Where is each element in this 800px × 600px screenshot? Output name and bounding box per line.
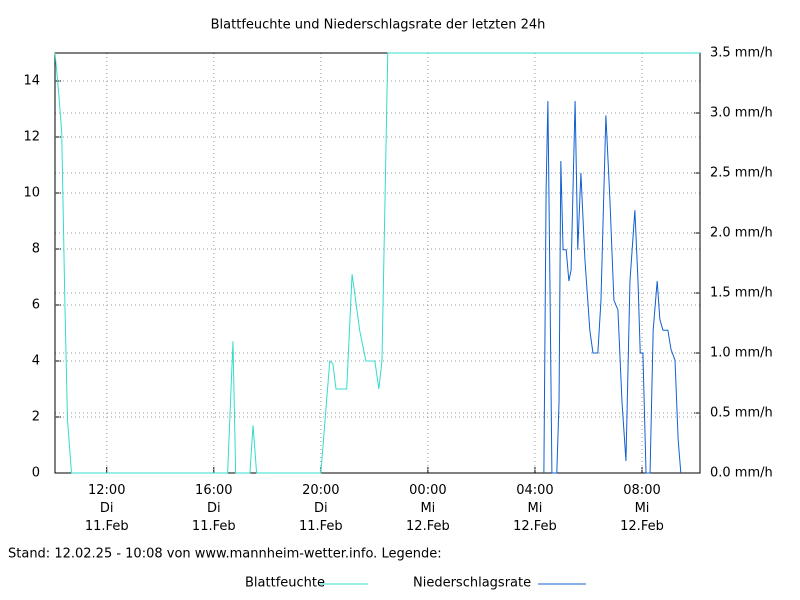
legend-label: Niederschlagsrate <box>413 576 531 591</box>
y-tick-label: 8 <box>32 242 40 257</box>
y2-tick-label: 0.0 mm/h <box>710 466 773 481</box>
y2-tick-label: 0.5 mm/h <box>710 406 773 421</box>
y-tick-label: 4 <box>32 354 40 369</box>
x-tick-label: 08:00 Mi 12.Feb <box>620 483 664 534</box>
x-tick-label: 04:00 Mi 12.Feb <box>513 483 557 534</box>
y-tick-label: 2 <box>32 410 40 425</box>
series-line <box>543 100 682 474</box>
y2-tick-label: 3.0 mm/h <box>710 106 773 121</box>
y-tick-label: 10 <box>23 186 40 201</box>
x-tick-label: 00:00 Mi 12.Feb <box>406 483 450 534</box>
y2-tick-label: 3.5 mm/h <box>710 46 773 61</box>
footer: Stand: 12.02.25 - 10:08 von www.mannheim… <box>8 547 442 562</box>
x-tick-label: 12:00 Di 11.Feb <box>84 483 129 534</box>
y-tick-label: 14 <box>23 74 40 89</box>
series-line <box>54 52 700 474</box>
y-tick-label: 6 <box>32 298 40 313</box>
y2-tick-label: 1.0 mm/h <box>710 346 773 361</box>
y2-tick-label: 2.0 mm/h <box>710 226 773 241</box>
chart-title: Blattfeuchte und Niederschlagsrate der l… <box>211 18 546 33</box>
y2-tick-label: 2.5 mm/h <box>710 166 773 181</box>
y2-tick-label: 1.5 mm/h <box>710 286 773 301</box>
legend-label: Blattfeuchte <box>245 576 325 591</box>
plot-frame <box>54 52 701 474</box>
y-tick-label: 12 <box>23 130 40 145</box>
y-tick-label: 0 <box>32 466 40 481</box>
x-tick-label: 20:00 Di 11.Feb <box>298 483 343 534</box>
x-tick-label: 16:00 Di 11.Feb <box>191 483 236 534</box>
